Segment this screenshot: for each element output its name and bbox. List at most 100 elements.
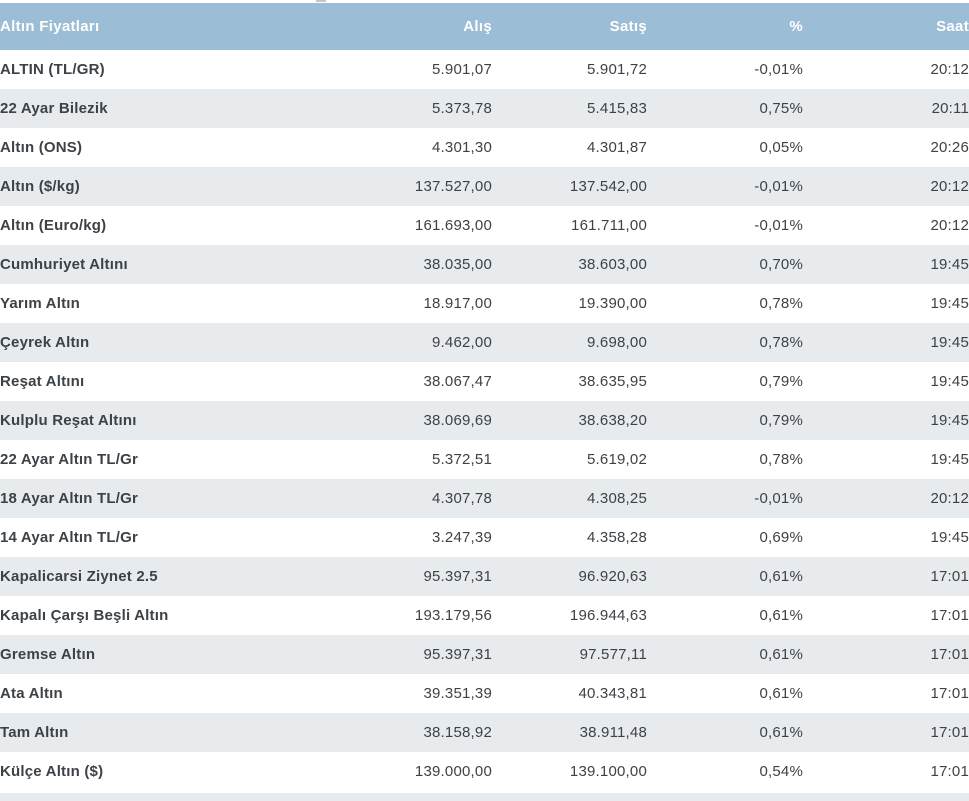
sell-price: 161.711,00 [571, 217, 647, 234]
sell-price: 4.308,25 [587, 490, 647, 507]
table-row[interactable]: 22 Ayar Bilezik 5.373,78 5.415,83 0,75% 20:1… [0, 89, 969, 128]
change-percent: 0,69% [759, 529, 803, 546]
update-time: 20:12 [930, 178, 969, 195]
buy-price: 95.397,31 [423, 646, 492, 663]
instrument-name: Kapalı Çarşı Beşli Altın [0, 607, 169, 624]
table-row[interactable]: Altın (ONS) 4.301,30 4.301,87 0,05% 20:26 [0, 128, 969, 167]
column-header-percent: % [647, 3, 803, 50]
buy-price: 3.247,39 [432, 529, 492, 546]
table-row[interactable]: Altın ($/kg) 137.527,00 137.542,00 -0,01% 20… [0, 167, 969, 206]
buy-price: 4.301,30 [432, 139, 492, 156]
change-percent: -0,01% [754, 61, 803, 78]
top-tick-mark [316, 0, 326, 2]
buy-price: 137.527,00 [414, 178, 492, 195]
sell-price: 137.542,00 [569, 178, 647, 195]
table-row[interactable]: Kapalı Çarşı Beşli Altın 193.179,56 196.94… [0, 596, 969, 635]
sell-price: 96.920,63 [578, 568, 647, 585]
instrument-name: Tam Altın [0, 724, 69, 741]
sell-price: 40.343,81 [578, 685, 647, 702]
sell-price: 38.911,48 [579, 724, 647, 741]
buy-price: 5.373,78 [432, 100, 492, 117]
buy-price: 4.307,78 [432, 490, 492, 507]
buy-price: 18.917,00 [423, 295, 492, 312]
change-percent: 0,61% [759, 607, 803, 624]
column-header-time: Saat [803, 3, 969, 50]
column-header-title: Altın Fiyatları [0, 3, 337, 50]
buy-price: 5.901,07 [432, 61, 492, 78]
update-time: 17:01 [930, 763, 969, 780]
instrument-name: 22 Ayar Bilezik [0, 100, 108, 117]
buy-price: 39.351,39 [423, 685, 492, 702]
update-time: 19:45 [930, 451, 969, 468]
table-row[interactable]: Reşat Altını 38.067,47 38.635,95 0,79% 19:45 [0, 362, 969, 401]
buy-price: 9.462,00 [432, 334, 492, 351]
instrument-name: 18 Ayar Altın TL/Gr [0, 490, 138, 507]
table-row[interactable]: Çeyrek Altın 9.462,00 9.698,00 0,78% 19:45 [0, 323, 969, 362]
sell-price: 5.619,02 [587, 451, 647, 468]
table-row[interactable]: Ata Altın 39.351,39 40.343,81 0,61% 17:01 [0, 674, 969, 713]
change-percent: 0,79% [759, 373, 803, 390]
change-percent: 0,61% [759, 568, 803, 585]
table-body: ALTIN (TL/GR) 5.901,07 5.901,72 -0,01% 20:12… [0, 50, 969, 791]
instrument-name: 14 Ayar Altın TL/Gr [0, 529, 138, 546]
buy-price: 38.158,92 [423, 724, 492, 741]
update-time: 19:45 [930, 334, 969, 351]
change-percent: 0,78% [759, 451, 803, 468]
table-row[interactable]: ALTIN (TL/GR) 5.901,07 5.901,72 -0,01% 20:12 [0, 50, 969, 89]
instrument-name: Kulplu Reşat Altını [0, 412, 137, 429]
top-strip [0, 0, 969, 3]
sell-price: 97.577,11 [579, 646, 647, 663]
instrument-name: Kapalicarsi Ziynet 2.5 [0, 568, 158, 585]
sell-price: 139.100,00 [569, 763, 647, 780]
column-header-sell: Satış [492, 3, 647, 50]
table-row[interactable]: 18 Ayar Altın TL/Gr 4.307,78 4.308,25 -0,01… [0, 479, 969, 518]
change-percent: 0,78% [759, 334, 803, 351]
instrument-name: Reşat Altını [0, 373, 85, 390]
update-time: 17:01 [930, 685, 969, 702]
instrument-name: Yarım Altın [0, 295, 80, 312]
sell-price: 38.635,95 [578, 373, 647, 390]
change-percent: -0,01% [754, 178, 803, 195]
update-time: 17:01 [930, 724, 969, 741]
update-time: 19:45 [930, 295, 969, 312]
sell-price: 38.603,00 [578, 256, 647, 273]
update-time: 17:01 [930, 607, 969, 624]
table-row[interactable]: Cumhuriyet Altını 38.035,00 38.603,00 0,70%… [0, 245, 969, 284]
table-row[interactable]: Altın (Euro/kg) 161.693,00 161.711,00 -0,01… [0, 206, 969, 245]
buy-price: 5.372,51 [432, 451, 492, 468]
table-row[interactable]: Kapalicarsi Ziynet 2.5 95.397,31 96.920,63… [0, 557, 969, 596]
update-time: 19:45 [930, 256, 969, 273]
table-header-row: Altın Fiyatları Alış Satış % Saat [0, 3, 969, 50]
sell-price: 9.698,00 [587, 334, 647, 351]
update-time: 17:01 [930, 646, 969, 663]
table-row[interactable]: 14 Ayar Altın TL/Gr 3.247,39 4.358,28 0,69%… [0, 518, 969, 557]
next-row-partial [0, 793, 969, 801]
instrument-name: Külçe Altın ($) [0, 763, 104, 780]
instrument-name: Çeyrek Altın [0, 334, 90, 351]
gold-prices-table: Altın Fiyatları Alış Satış % Saat ALTIN … [0, 3, 969, 791]
update-time: 20:12 [930, 217, 969, 234]
table-row[interactable]: Yarım Altın 18.917,00 19.390,00 0,78% 19:45 [0, 284, 969, 323]
update-time: 20:12 [930, 490, 969, 507]
sell-price: 19.390,00 [578, 295, 647, 312]
instrument-name: ALTIN (TL/GR) [0, 61, 105, 78]
sell-price: 5.901,72 [587, 61, 647, 78]
update-time: 19:45 [930, 412, 969, 429]
update-time: 19:45 [930, 529, 969, 546]
table-row[interactable]: Tam Altın 38.158,92 38.911,48 0,61% 17:01 [0, 713, 969, 752]
update-time: 20:11 [931, 100, 969, 117]
table-row[interactable]: Gremse Altın 95.397,31 97.577,11 0,61% 17:01 [0, 635, 969, 674]
buy-price: 38.069,69 [423, 412, 492, 429]
table-row[interactable]: Külçe Altın ($) 139.000,00 139.100,00 0,54%… [0, 752, 969, 791]
change-percent: 0,61% [759, 685, 803, 702]
change-percent: 0,61% [759, 646, 803, 663]
column-header-buy: Alış [337, 3, 492, 50]
change-percent: 0,05% [759, 139, 803, 156]
table-row[interactable]: Kulplu Reşat Altını 38.069,69 38.638,20 0,7… [0, 401, 969, 440]
change-percent: 0,61% [759, 724, 803, 741]
change-percent: 0,78% [759, 295, 803, 312]
table-row[interactable]: 22 Ayar Altın TL/Gr 5.372,51 5.619,02 0,78%… [0, 440, 969, 479]
instrument-name: Cumhuriyet Altını [0, 256, 128, 273]
change-percent: 0,75% [759, 100, 803, 117]
